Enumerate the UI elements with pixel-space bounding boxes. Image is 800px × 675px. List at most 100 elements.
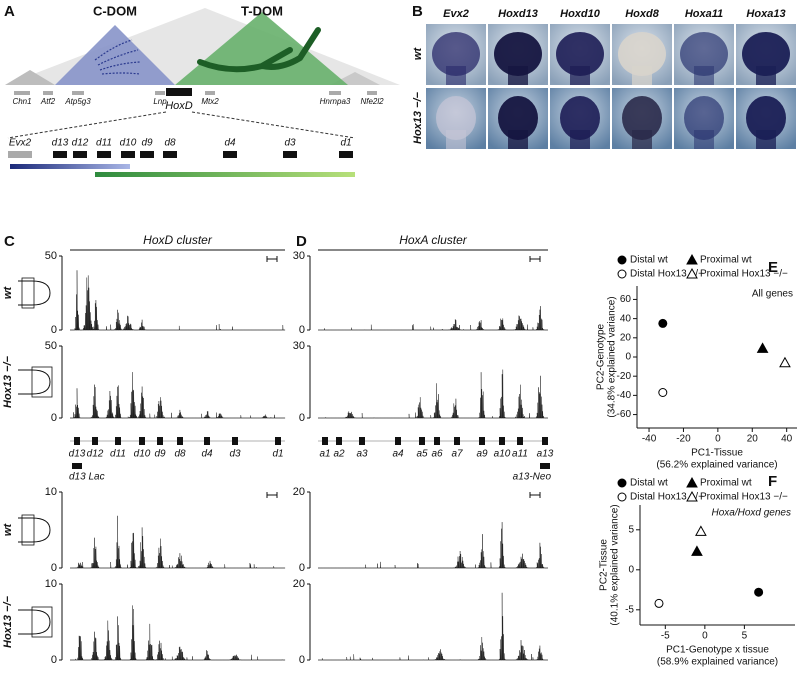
tad-block [5, 70, 55, 85]
gene-label: Atp5g3 [64, 97, 91, 106]
y-axis-label: PC2-Tissue [599, 539, 610, 591]
gene-bar [329, 91, 341, 95]
legend-label: Distal Hox13 −/− [630, 492, 704, 503]
x-tick-label: 0 [715, 434, 721, 445]
limb-icon-region [21, 277, 35, 309]
cluster-gene-label: d11 [96, 138, 112, 149]
gene-label: d9 [154, 449, 166, 460]
gene-label: Mtx2 [201, 97, 219, 106]
t-dom-range [95, 172, 355, 177]
limb-icon [18, 369, 51, 395]
y-max-label: 30 [293, 340, 305, 352]
column-label: Hoxa11 [685, 8, 723, 20]
y-max-label: 50 [45, 340, 57, 352]
gene-label: a4 [392, 449, 404, 460]
y-tick-label: -40 [617, 390, 632, 401]
zoom-line [7, 111, 167, 139]
limb-stalk [756, 66, 776, 85]
domain-label: C-DOM [93, 3, 137, 18]
gene [204, 437, 210, 445]
gene-label: d3 [229, 449, 241, 460]
cluster-gene [121, 151, 135, 158]
y-min-label: 0 [299, 562, 305, 574]
point [658, 388, 668, 397]
coverage-profile [70, 605, 286, 661]
x-tick-label: -5 [661, 631, 670, 642]
cluster-gene-label: Evx2 [9, 138, 32, 149]
gene [359, 437, 365, 445]
gene [479, 437, 485, 445]
c-dom-triangle [55, 25, 175, 85]
gene [177, 437, 183, 445]
y-tick-label: -60 [617, 409, 632, 420]
y-tick-label: 0 [625, 352, 631, 363]
y-tick-label: 5 [628, 524, 634, 535]
cluster-gene-label: d13 [52, 138, 69, 149]
row-label: wt [2, 523, 14, 537]
gene-label: a6 [431, 449, 443, 460]
legend-label: Distal Hox13 −/− [630, 269, 704, 280]
gene-bar [367, 91, 377, 95]
gene [157, 437, 163, 445]
y-tick-label: 60 [620, 294, 632, 305]
legend-label: Proximal wt [700, 478, 752, 489]
panel-letter: A [4, 3, 15, 20]
gene [395, 437, 401, 445]
zoom-line [191, 111, 356, 139]
x-axis-label: (56.2% explained variance) [656, 460, 777, 471]
legend-marker [686, 476, 698, 488]
y-tick-label: 20 [620, 332, 632, 343]
legend-label: Proximal Hox13 −/− [700, 492, 788, 503]
limb-bud [622, 96, 662, 140]
limb-bud [498, 96, 538, 140]
gene [499, 437, 505, 445]
limb-stalk [570, 66, 590, 85]
y-min-label: 0 [299, 412, 305, 424]
y-max-label: 20 [293, 578, 305, 590]
gene-label: a10 [494, 449, 511, 460]
hoxd-box [166, 88, 192, 96]
cluster-gene [339, 151, 353, 158]
gene [92, 437, 98, 445]
coverage-profile [70, 515, 286, 569]
limb-icon-region [31, 366, 53, 398]
gene [419, 437, 425, 445]
legend-marker [686, 267, 698, 279]
legend-marker [686, 490, 698, 502]
x-tick-label: 20 [747, 434, 759, 445]
limb-bud [556, 32, 604, 76]
panel-letter: E [768, 259, 778, 276]
point [779, 356, 791, 368]
gene-label: d11 [110, 449, 126, 460]
gene [434, 437, 440, 445]
gene-label: Hnrnpa3 [320, 97, 351, 106]
row-label: Hox13 −/− [2, 595, 14, 648]
y-tick-label: 0 [628, 564, 634, 575]
limb-bud [494, 32, 542, 76]
coverage-profile [318, 369, 548, 419]
gene-label: d10 [134, 449, 151, 460]
gene-label: d13 [69, 449, 86, 460]
coverage-profile [318, 522, 548, 569]
column-label: Hoxa13 [746, 8, 785, 20]
gene [139, 437, 145, 445]
y-min-label: 0 [299, 654, 305, 666]
gene-label: HoxD [165, 100, 193, 112]
panel-title: HoxA cluster [399, 233, 468, 247]
limb-stalk [446, 66, 466, 85]
coverage-profile [318, 306, 548, 331]
limb-stalk [632, 130, 652, 149]
gene [542, 437, 548, 445]
panel-letter: F [768, 473, 777, 490]
domain-label: T-DOM [241, 3, 283, 18]
cluster-gene [163, 151, 177, 158]
cluster-gene-label: d4 [224, 138, 236, 149]
cluster-gene [53, 151, 67, 158]
x-tick-label: -20 [676, 434, 691, 445]
point [654, 598, 664, 608]
coverage-profile [70, 372, 286, 419]
legend-marker [686, 253, 698, 265]
gene-bar [72, 91, 84, 95]
gene-label: a13 [537, 449, 554, 460]
